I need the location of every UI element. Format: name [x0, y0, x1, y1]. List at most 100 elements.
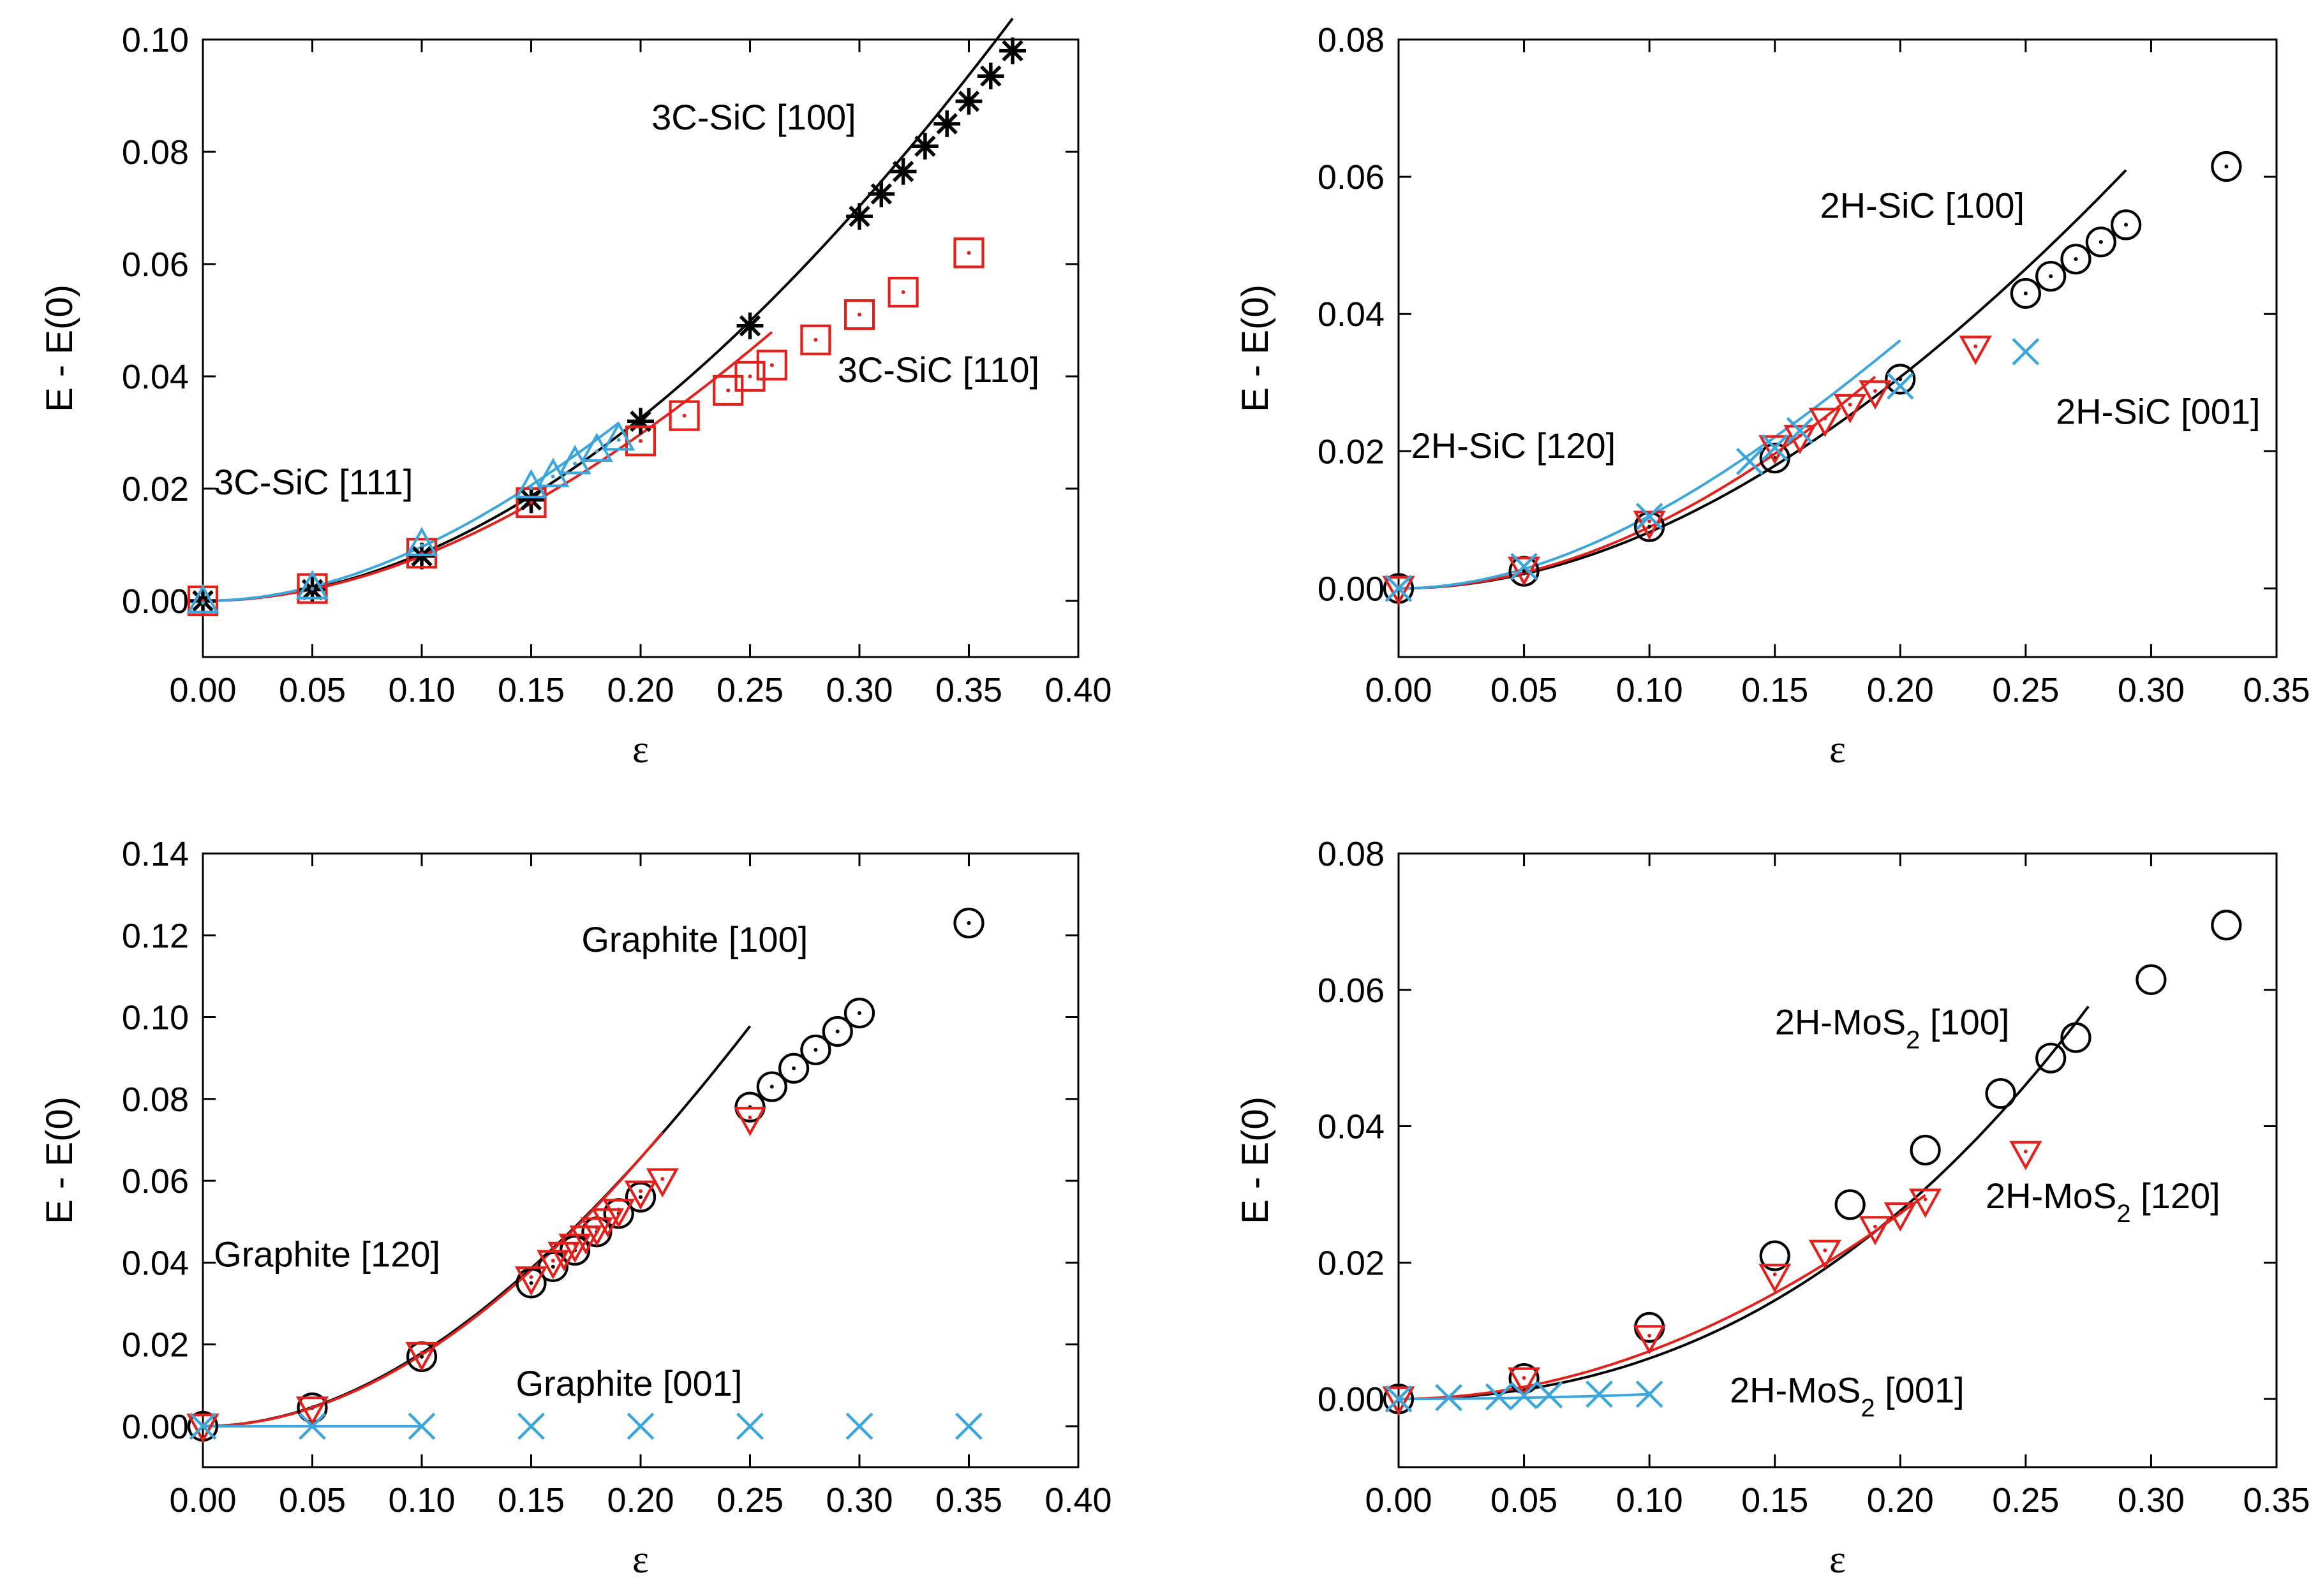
data-point: [514, 469, 548, 499]
data-point: [1435, 1384, 1463, 1412]
data-point-shape: [2111, 209, 2142, 240]
data-point: [1535, 1381, 1563, 1409]
x-tick-label: 0.30: [2118, 1481, 2185, 1519]
data-point: [1959, 336, 1992, 366]
plot-frame: [1397, 38, 2278, 658]
data-point-shape: [2009, 1141, 2042, 1171]
y-tick-label: 0.08: [122, 133, 189, 172]
data-point-dot: [1898, 377, 1903, 381]
data-point: [1586, 1380, 1613, 1408]
data-point: [888, 276, 919, 308]
data-point: [1910, 1134, 1941, 1166]
data-point-stroke-b: [1385, 575, 1413, 602]
data-point: [602, 421, 635, 451]
data-point-shape: [822, 1016, 853, 1047]
x-tick-label: 0.05: [279, 671, 346, 709]
data-point-dot: [616, 438, 621, 442]
data-point-shape: [1759, 1240, 1790, 1271]
x-tick-label: 0.00: [1365, 671, 1432, 709]
data-point: [2211, 910, 2242, 941]
data-point: [646, 1168, 679, 1198]
panel-2h-sic: 0.00 0.05 0.10 0.15 0.20 0.25 0.30 0.35 0.00 0.02…: [1235, 21, 2310, 771]
data-point: [627, 1412, 655, 1440]
data-point-dot: [726, 388, 731, 392]
y-tick-label: 0.10: [122, 21, 189, 59]
data-point-shape: [778, 1053, 810, 1084]
data-point: [822, 1016, 853, 1047]
data-point: [602, 1199, 635, 1229]
data-point-shape: [602, 421, 635, 451]
data-point-shape: [2211, 151, 2242, 182]
data-point-dot: [1772, 1272, 1777, 1276]
data-point-shape: [888, 276, 919, 308]
data-point-dot: [1798, 433, 1802, 438]
data-point-shape: [1758, 435, 1792, 465]
data-point: [627, 408, 654, 435]
data-point-stroke-b: [1510, 1382, 1538, 1410]
data-point: [1859, 380, 1892, 410]
data-point: [1385, 575, 1413, 602]
data-point: [2085, 226, 2116, 258]
data-point: [1808, 408, 1841, 438]
x-tick-label: 0.25: [1992, 1481, 2059, 1519]
y-tick-label: 0.14: [122, 835, 189, 873]
data-point: [955, 87, 983, 115]
data-point-stroke-3: [958, 91, 980, 112]
data-point-shape: [1959, 336, 1992, 366]
data-point-stroke-3: [980, 65, 1002, 87]
y-tick-label: 0.04: [122, 1244, 189, 1282]
data-point-dot: [201, 601, 205, 605]
data-point-stroke-b: [955, 1412, 983, 1440]
x-tick-label: 0.00: [1365, 1481, 1432, 1519]
data-point: [843, 299, 875, 330]
data-point: [2211, 151, 2242, 182]
data-point: [1759, 1240, 1790, 1271]
data-point-shape: [1382, 1386, 1415, 1416]
annotation-label: 2H-SiC [120]: [1411, 425, 1616, 466]
x-tick-label: 0.00: [169, 671, 236, 709]
annotation-label: 3C-SiC [110]: [838, 350, 1039, 390]
x-tick-label: 0.35: [2243, 1481, 2310, 1519]
data-point-dot: [814, 1047, 818, 1052]
data-point-dot: [2074, 257, 2078, 262]
data-point: [1635, 503, 1663, 530]
y-tick-label: 0.06: [1318, 158, 1385, 196]
annotation-label: Graphite [100]: [581, 919, 808, 959]
y-tick-label: 0.00: [122, 582, 189, 621]
y-tick-label: 0.06: [122, 246, 189, 284]
data-point-dot: [792, 1066, 796, 1070]
data-point: [2035, 260, 2067, 292]
data-point-shape: [514, 1266, 548, 1296]
data-point-shape: [295, 570, 329, 600]
data-point: [756, 1071, 787, 1102]
x-tick-label: 0.25: [717, 1481, 784, 1519]
data-point-shape: [2060, 1022, 2091, 1053]
x-tick-label: 0.25: [1992, 671, 2059, 709]
data-point-shape: [1834, 394, 1867, 424]
data-point-stroke-b: [408, 1412, 436, 1440]
series-3c-sic-100: [189, 37, 1026, 614]
data-point: [514, 1266, 548, 1296]
data-point-dot: [2124, 223, 2129, 227]
data-point: [1834, 394, 1867, 424]
data-point-shape: [514, 469, 548, 499]
data-point: [295, 1396, 329, 1426]
data-point-stroke-b: [1886, 372, 1914, 400]
x-tick-label: 0.40: [1044, 671, 1111, 709]
data-point-dot: [595, 1226, 599, 1230]
data-point-shape: [1382, 575, 1415, 605]
data-point: [845, 1412, 873, 1440]
data-point-shape: [2211, 910, 2242, 941]
series-3c-sic-111: [186, 421, 635, 614]
x-tick-label: 0.20: [1867, 671, 1934, 709]
x-tick-label: 0.40: [1044, 1481, 1111, 1519]
data-point: [1385, 1385, 1413, 1413]
data-point: [1758, 1264, 1792, 1294]
data-point: [734, 360, 766, 392]
data-point-dot: [1823, 416, 1827, 420]
y-axis-label: E - E(0): [1235, 1097, 1276, 1224]
data-point: [1510, 1382, 1538, 1410]
fit-curve-2h-mos2-100: [1398, 1005, 2090, 1401]
data-point: [2060, 1022, 2091, 1053]
annotation-label: 2H-MoS2 [120]: [1986, 1176, 2220, 1228]
